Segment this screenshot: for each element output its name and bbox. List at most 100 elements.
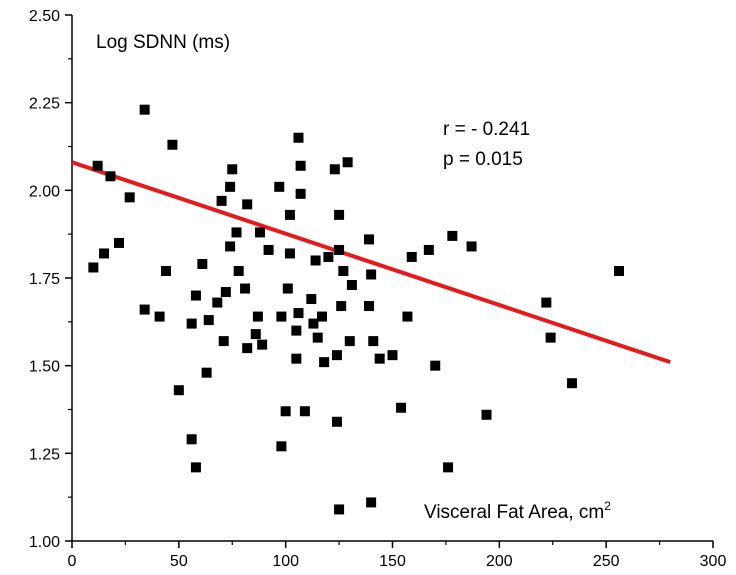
data-point <box>282 283 293 294</box>
data-point <box>293 132 304 143</box>
data-point <box>92 160 103 171</box>
data-point <box>284 209 295 220</box>
data-point <box>293 308 304 319</box>
data-point <box>186 434 197 445</box>
y-tick-label: 2.25 <box>29 96 60 113</box>
data-point <box>233 265 244 276</box>
data-point <box>310 255 321 266</box>
data-point <box>331 416 342 427</box>
data-point <box>541 297 552 308</box>
data-point <box>295 160 306 171</box>
data-point <box>257 339 268 350</box>
data-point <box>308 318 319 329</box>
data-point <box>167 139 178 150</box>
data-point <box>334 244 345 255</box>
data-point <box>329 164 340 175</box>
axes: 0 50 100 150 200 250 300 1.00 1.25 1.50 1.75 2.00 2… <box>29 8 727 570</box>
data-point <box>387 350 398 361</box>
data-point <box>190 290 201 301</box>
data-point <box>334 209 345 220</box>
data-point <box>186 318 197 329</box>
data-point <box>284 248 295 259</box>
data-point <box>201 367 212 378</box>
data-point <box>336 301 347 312</box>
data-point <box>396 402 407 413</box>
y-tick-label: 2.50 <box>29 8 60 25</box>
y-tick-label: 1.00 <box>29 534 60 551</box>
data-point <box>402 311 413 322</box>
data-point <box>276 441 287 452</box>
data-point <box>368 336 379 347</box>
data-point <box>231 227 242 238</box>
data-point <box>334 504 345 515</box>
data-point <box>139 304 150 315</box>
x-axis-label-superscript: 2 <box>604 499 611 513</box>
data-point <box>342 157 353 168</box>
data-point <box>242 199 253 210</box>
data-point <box>323 251 334 262</box>
y-tick-label: 2.00 <box>29 183 60 200</box>
data-point <box>154 311 165 322</box>
x-tick-label: 100 <box>272 553 299 570</box>
data-point <box>447 230 458 241</box>
data-point <box>312 332 323 343</box>
data-point <box>423 244 434 255</box>
data-point <box>212 297 223 308</box>
r-annotation: r = - 0.241 <box>443 119 530 140</box>
data-point <box>197 258 208 269</box>
data-point <box>255 227 266 238</box>
data-point <box>218 336 229 347</box>
data-point <box>481 409 492 420</box>
x-tick-label: 0 <box>68 553 77 570</box>
data-point <box>225 241 236 252</box>
data-point <box>374 353 385 364</box>
data-point <box>173 385 184 396</box>
x-tick-label: 200 <box>486 553 513 570</box>
data-point <box>306 294 317 305</box>
data-point <box>203 315 214 326</box>
x-axis-label-text: Visceral Fat Area, cm <box>424 502 604 523</box>
data-point <box>363 301 374 312</box>
data-points <box>88 104 624 515</box>
y-tick-label: 1.75 <box>29 271 60 288</box>
data-point <box>280 406 291 417</box>
data-point <box>466 241 477 252</box>
data-point <box>338 265 349 276</box>
data-point <box>99 248 110 259</box>
data-point <box>316 311 327 322</box>
data-point <box>346 280 357 291</box>
data-point <box>252 311 263 322</box>
x-tick-label: 150 <box>379 553 406 570</box>
x-tick-label: 250 <box>593 553 620 570</box>
data-point <box>88 262 99 273</box>
y-axis-label: Log SDNN (ms) <box>96 32 230 53</box>
y-tick-label: 1.50 <box>29 359 60 376</box>
data-point <box>295 188 306 199</box>
data-point <box>331 350 342 361</box>
data-point <box>263 244 274 255</box>
data-point <box>225 181 236 192</box>
data-point <box>344 336 355 347</box>
data-point <box>566 378 577 389</box>
y-tick-label: 1.25 <box>29 446 60 463</box>
data-point <box>240 283 251 294</box>
p-annotation: p = 0.015 <box>443 149 523 170</box>
data-point <box>124 192 135 203</box>
data-point <box>276 311 287 322</box>
data-point <box>299 406 310 417</box>
data-point <box>545 332 556 343</box>
data-point <box>161 265 172 276</box>
data-point <box>406 251 417 262</box>
x-ticks: 0 50 100 150 200 250 300 <box>68 541 726 570</box>
data-point <box>242 343 253 354</box>
data-point <box>274 181 285 192</box>
data-point <box>291 325 302 336</box>
data-point <box>216 195 227 206</box>
data-point <box>366 269 377 280</box>
data-point <box>114 237 125 248</box>
y-ticks: 1.00 1.25 1.50 1.75 2.00 2.25 2.50 <box>29 8 72 551</box>
data-point <box>366 497 377 508</box>
data-point <box>319 357 330 368</box>
x-tick-label: 50 <box>170 553 188 570</box>
